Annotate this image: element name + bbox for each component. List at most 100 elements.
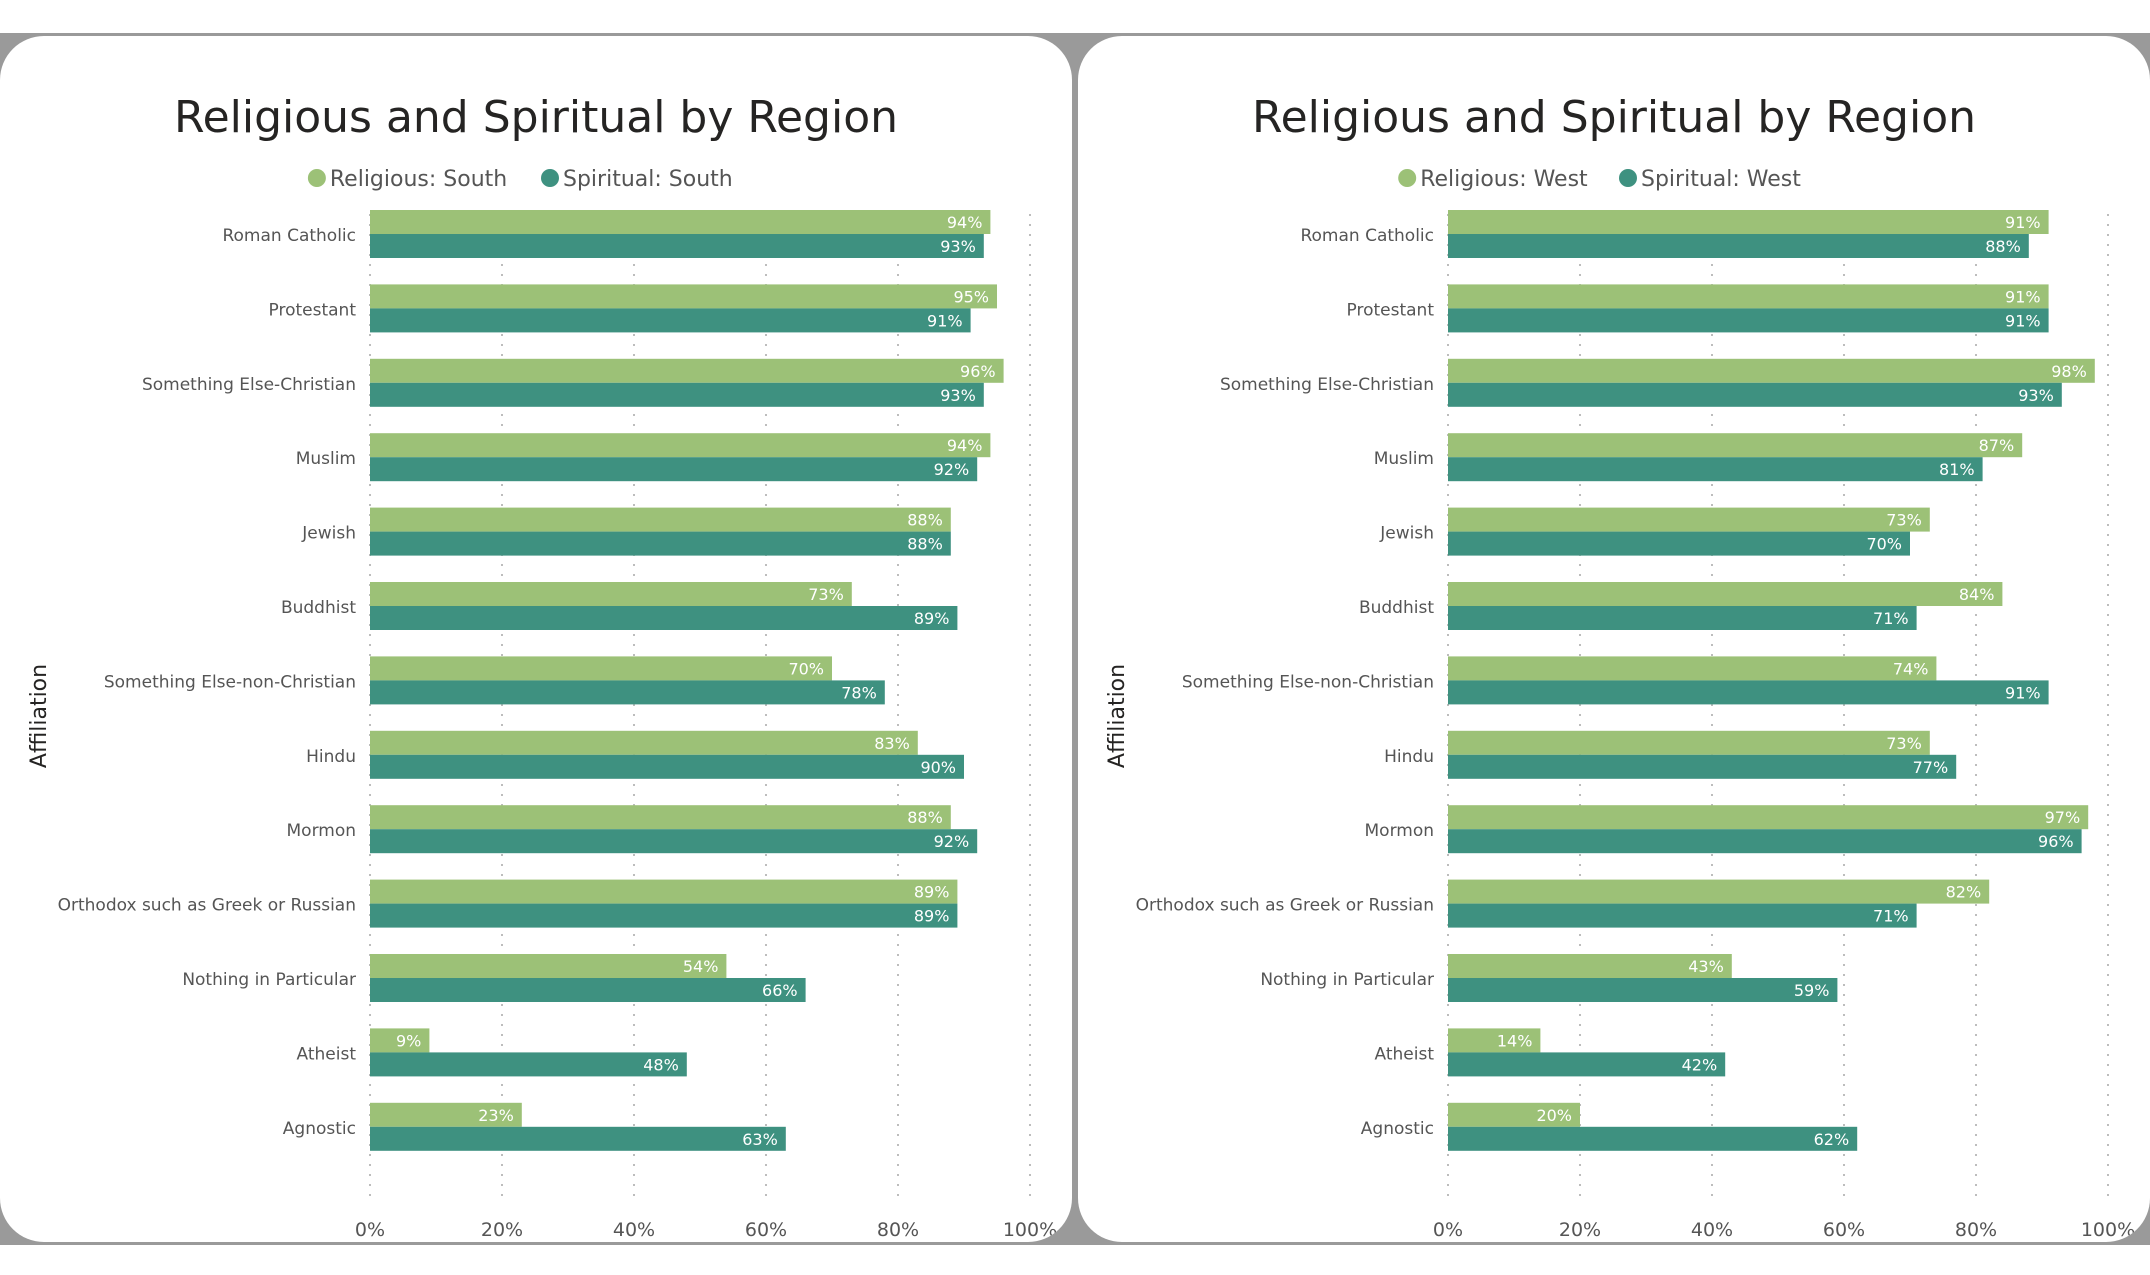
data-label: 83% bbox=[874, 734, 910, 753]
chart-card-west[interactable]: Religious and Spiritual by Region Religio… bbox=[1078, 36, 2150, 1242]
data-label: 95% bbox=[953, 287, 989, 306]
bar[interactable] bbox=[1448, 1126, 1858, 1151]
legend-item[interactable]: Spiritual: South bbox=[541, 167, 733, 192]
bar[interactable] bbox=[370, 507, 951, 532]
bottom-bar bbox=[0, 1245, 2150, 1275]
bar[interactable] bbox=[1448, 1102, 1580, 1127]
legend-item[interactable]: Religious: South bbox=[307, 167, 507, 192]
y-axis-title: Affiliation bbox=[27, 664, 52, 768]
bar[interactable] bbox=[370, 582, 852, 606]
data-label: 14% bbox=[1497, 1031, 1533, 1050]
category-label: Something Else-Christian bbox=[142, 375, 356, 395]
bar[interactable] bbox=[1448, 606, 1917, 630]
bar[interactable] bbox=[370, 754, 964, 779]
legend: Religious: South Spiritual: South bbox=[307, 167, 733, 192]
bar[interactable] bbox=[370, 382, 984, 407]
bar[interactable] bbox=[1448, 1028, 1541, 1053]
data-label: 73% bbox=[808, 585, 844, 604]
data-label: 91% bbox=[2005, 213, 2041, 232]
data-label: 77% bbox=[1913, 758, 1949, 777]
bar[interactable] bbox=[1448, 1052, 1726, 1077]
legend-marker bbox=[1619, 169, 1637, 187]
bar[interactable] bbox=[1448, 210, 2049, 234]
legend-label: Spiritual: West bbox=[1641, 167, 1801, 192]
bar[interactable] bbox=[370, 1028, 430, 1053]
bar[interactable] bbox=[370, 680, 885, 705]
bar[interactable] bbox=[1448, 358, 2095, 383]
bar[interactable] bbox=[1448, 829, 2082, 854]
bar[interactable] bbox=[370, 433, 991, 458]
data-label: 71% bbox=[1873, 907, 1909, 926]
bar[interactable] bbox=[370, 978, 806, 1002]
chart-south: Religious and Spiritual by Region Religio… bbox=[27, 92, 1057, 1241]
bar[interactable] bbox=[370, 656, 832, 681]
chart-card-south[interactable]: Religious and Spiritual by Region Religio… bbox=[0, 36, 1072, 1242]
data-label: 98% bbox=[2051, 362, 2087, 381]
bar[interactable] bbox=[1448, 903, 1917, 928]
data-label: 70% bbox=[1866, 535, 1902, 554]
data-label: 66% bbox=[762, 981, 798, 1000]
bar[interactable] bbox=[370, 903, 958, 928]
category-label: Something Else-non-Christian bbox=[1182, 672, 1434, 692]
bar[interactable] bbox=[1448, 582, 2003, 606]
data-label: 89% bbox=[914, 883, 950, 902]
bar[interactable] bbox=[370, 606, 958, 630]
category-label: Orthodox such as Greek or Russian bbox=[58, 896, 356, 916]
bar[interactable] bbox=[1448, 978, 1838, 1002]
bar[interactable] bbox=[1448, 754, 1957, 779]
data-label: 9% bbox=[396, 1031, 421, 1050]
bar[interactable] bbox=[370, 358, 1004, 383]
data-label: 91% bbox=[927, 311, 963, 330]
bar[interactable] bbox=[1448, 680, 2049, 705]
bar[interactable] bbox=[1448, 507, 1930, 532]
bar[interactable] bbox=[1448, 730, 1930, 755]
bar[interactable] bbox=[370, 531, 951, 556]
category-label: Roman Catholic bbox=[1300, 226, 1434, 246]
bar[interactable] bbox=[370, 1052, 687, 1077]
bar[interactable] bbox=[1448, 531, 1910, 556]
bar[interactable] bbox=[370, 210, 991, 234]
legend-label: Religious: West bbox=[1420, 167, 1588, 192]
bar[interactable] bbox=[370, 730, 918, 755]
legend-item[interactable]: Religious: West bbox=[1398, 167, 1588, 192]
bar[interactable] bbox=[370, 954, 727, 978]
category-label: Hindu bbox=[1384, 747, 1434, 767]
data-label: 88% bbox=[907, 535, 943, 554]
bar[interactable] bbox=[370, 234, 984, 258]
bar[interactable] bbox=[1448, 954, 1732, 978]
bar[interactable] bbox=[1448, 234, 2029, 258]
data-label: 78% bbox=[841, 683, 877, 702]
bar[interactable] bbox=[370, 1102, 522, 1127]
bar[interactable] bbox=[1448, 805, 2089, 830]
data-label: 84% bbox=[1959, 585, 1995, 604]
bar[interactable] bbox=[370, 829, 978, 854]
bar[interactable] bbox=[370, 805, 951, 830]
bar[interactable] bbox=[1448, 433, 2023, 458]
data-label: 42% bbox=[1682, 1055, 1718, 1074]
bar[interactable] bbox=[370, 457, 978, 482]
bar[interactable] bbox=[1448, 284, 2049, 309]
bar[interactable] bbox=[1448, 382, 2062, 407]
category-label: Agnostic bbox=[283, 1119, 356, 1139]
legend-marker bbox=[541, 169, 559, 187]
data-label: 88% bbox=[1985, 237, 2021, 256]
bar[interactable] bbox=[1448, 656, 1937, 681]
gridlines bbox=[369, 214, 1031, 1196]
category-label: Orthodox such as Greek or Russian bbox=[1136, 896, 1434, 916]
data-label: 74% bbox=[1893, 659, 1929, 678]
bar[interactable] bbox=[1448, 879, 1990, 904]
bar[interactable] bbox=[370, 1126, 786, 1151]
bar[interactable] bbox=[370, 879, 958, 904]
data-label: 92% bbox=[934, 832, 970, 851]
legend-label: Religious: South bbox=[330, 167, 507, 192]
legend-item[interactable]: Spiritual: West bbox=[1619, 167, 1801, 192]
bar[interactable] bbox=[370, 284, 997, 309]
x-tick-label: 80% bbox=[1955, 1219, 1997, 1241]
data-label: 87% bbox=[1979, 436, 2015, 455]
bar[interactable] bbox=[370, 308, 971, 333]
bar[interactable] bbox=[1448, 457, 1983, 482]
bar[interactable] bbox=[1448, 308, 2049, 333]
x-tick-label: 60% bbox=[745, 1219, 787, 1241]
legend-label: Spiritual: South bbox=[563, 167, 733, 192]
